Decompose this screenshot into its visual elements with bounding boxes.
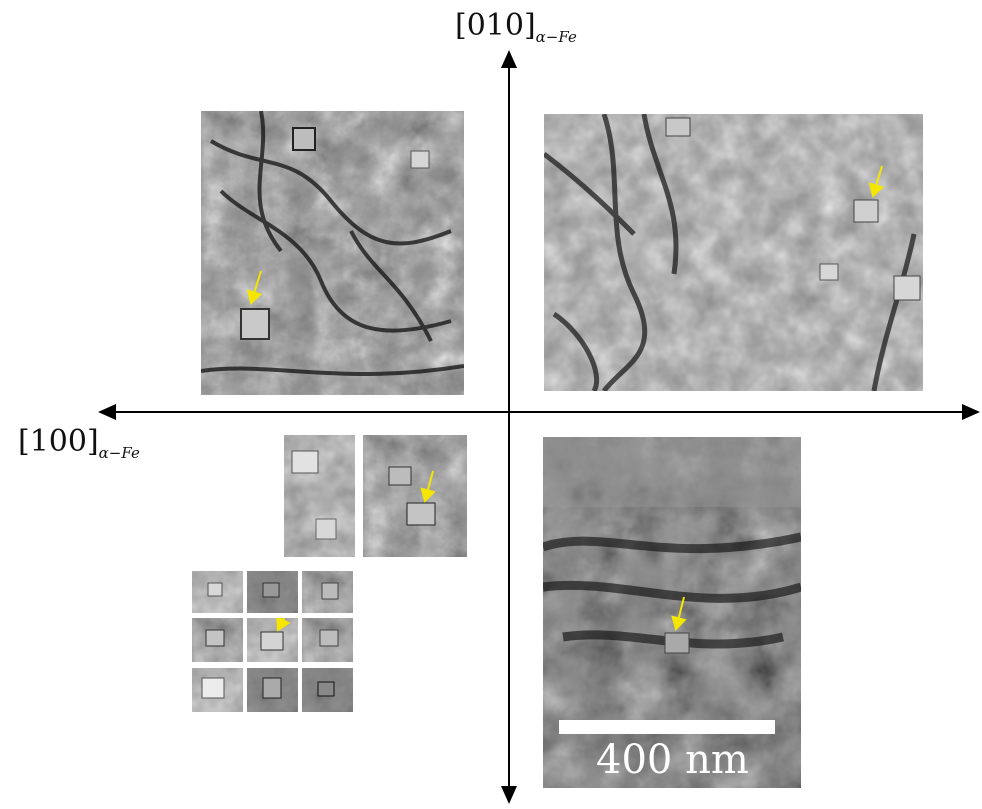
tem-tile-small (247, 618, 298, 662)
axis-label-010: [010]α−Fe (455, 8, 577, 46)
tem-tile-small (302, 618, 353, 662)
scale-bar (559, 720, 775, 734)
tem-image-top-right (544, 114, 923, 391)
tem-tile-small (302, 571, 353, 613)
precipitate (292, 127, 316, 151)
tem-image-top-left (201, 111, 464, 395)
tem-tile-small (247, 668, 298, 712)
tem-tile-small (192, 571, 243, 613)
axis-label-100: [100]α−Fe (18, 424, 140, 462)
tem-tile-small (192, 668, 243, 712)
tem-tile-small (247, 571, 298, 613)
tem-tile-small (192, 618, 243, 662)
tem-tile-medium-2 (363, 435, 467, 557)
yellow-arrow (246, 270, 263, 305)
tem-image-bottom-right (543, 437, 801, 788)
scale-bar-label: 400 nm (596, 737, 749, 783)
tem-tile-medium-1 (284, 435, 355, 557)
tem-tile-small (302, 668, 353, 712)
